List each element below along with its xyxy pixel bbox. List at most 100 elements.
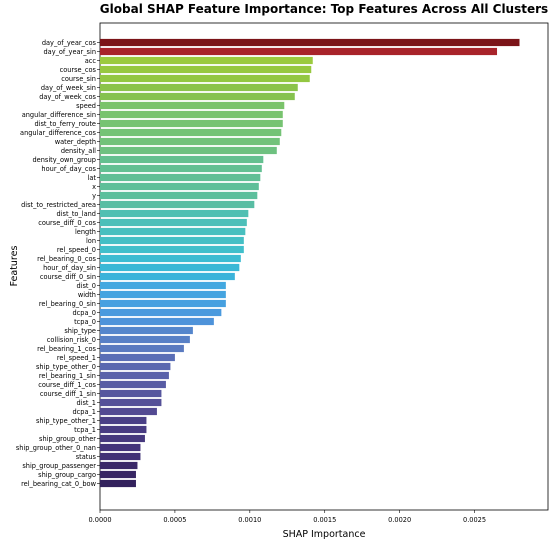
y-label-hour_of_day_cos: hour_of_day_cos: [41, 165, 96, 173]
y-label-day_of_week_cos: day_of_week_cos: [39, 93, 96, 101]
y-label-course_diff_0_sin: course_diff_0_sin: [40, 273, 96, 281]
bar-density_own_group: [100, 155, 264, 164]
bar-dist_to_restricted_area: [100, 200, 255, 209]
y-label-dist_to_land: dist_to_land: [57, 210, 97, 218]
y-label-ship_type_other_0: ship_type_other_0: [36, 363, 96, 371]
bar-rel_bearing_cat_0_bow: [100, 479, 136, 488]
y-label-status: status: [76, 453, 97, 461]
y-label-lat: lat: [88, 174, 97, 182]
bar-ship_group_passenger: [100, 461, 138, 470]
y-label-collision_risk_0: collision_risk_0: [47, 336, 96, 344]
y-label-ship_type: ship_type: [64, 327, 96, 335]
bar-rel_bearing_0_sin: [100, 299, 226, 308]
bar-acc: [100, 56, 313, 65]
bar-collision_risk_0: [100, 335, 190, 344]
y-label-ship_type_other_1: ship_type_other_1: [36, 417, 96, 425]
y-label-day_of_year_sin: day_of_year_sin: [43, 48, 96, 56]
bar-rel_bearing_1_sin: [100, 371, 169, 380]
bar-angular_difference_cos: [100, 128, 282, 137]
bar-speed: [100, 101, 285, 110]
bar-ship_type_other_0: [100, 362, 171, 371]
bar-ship_group_other_0_nan: [100, 443, 141, 452]
bar-rel_speed_1: [100, 353, 175, 362]
bar-dist_to_land: [100, 209, 249, 218]
y-label-ship_group_passenger: ship_group_passenger: [22, 462, 96, 470]
y-label-day_of_year_cos: day_of_year_cos: [42, 39, 97, 47]
x-tick-label-3: 0.0015: [313, 516, 336, 524]
bar-rel_bearing_0_cos: [100, 254, 241, 263]
bar-hour_of_day_sin: [100, 263, 240, 272]
bar-course_cos: [100, 65, 312, 74]
y-label-tcpa_1: tcpa_1: [74, 426, 96, 434]
y-label-x: x: [92, 183, 96, 191]
y-tick-labels: day_of_year_cosday_of_year_sinacccourse_…: [16, 39, 100, 488]
bar-width: [100, 290, 226, 299]
bar-dcpa_1: [100, 407, 157, 416]
bar-dist_1: [100, 398, 162, 407]
y-label-speed: speed: [76, 102, 96, 110]
y-label-course_diff_0_cos: course_diff_0_cos: [38, 219, 96, 227]
y-label-rel_bearing_0_sin: rel_bearing_0_sin: [39, 300, 96, 308]
bars-group: [100, 38, 520, 488]
y-label-ship_group_other: ship_group_other: [39, 435, 96, 443]
x-tick-label-1: 0.0005: [163, 516, 186, 524]
y-label-day_of_week_sin: day_of_week_sin: [41, 84, 96, 92]
y-label-course_cos: course_cos: [60, 66, 97, 74]
y-label-dist_1: dist_1: [76, 399, 96, 407]
bar-day_of_year_sin: [100, 47, 498, 56]
bar-course_diff_1_sin: [100, 389, 162, 398]
bar-water_depth: [100, 137, 280, 146]
y-label-dist_to_ferry_route: dist_to_ferry_route: [34, 120, 96, 128]
bar-hour_of_day_cos: [100, 164, 262, 173]
y-label-length: length: [75, 228, 96, 236]
bar-dist_0: [100, 281, 226, 290]
bar-tcpa_1: [100, 425, 147, 434]
y-label-angular_difference_cos: angular_difference_cos: [20, 129, 97, 137]
y-label-rel_bearing_0_cos: rel_bearing_0_cos: [37, 255, 96, 263]
bar-tcpa_0: [100, 317, 214, 326]
bar-status: [100, 452, 141, 461]
y-label-rel_bearing_1_sin: rel_bearing_1_sin: [39, 372, 96, 380]
bar-dist_to_ferry_route: [100, 119, 283, 128]
y-label-ship_group_other_0_nan: ship_group_other_0_nan: [16, 444, 96, 452]
x-tick-label-5: 0.0025: [463, 516, 486, 524]
x-tick-label-2: 0.0010: [238, 516, 261, 524]
y-label-dist_to_restricted_area: dist_to_restricted_area: [21, 201, 96, 209]
bar-ship_group_other: [100, 434, 145, 443]
y-label-rel_bearing_cat_0_bow: rel_bearing_cat_0_bow: [21, 480, 96, 488]
y-label-dcpa_0: dcpa_0: [72, 309, 96, 317]
bar-x: [100, 182, 259, 191]
y-label-y: y: [92, 192, 96, 200]
bar-day_of_week_sin: [100, 83, 298, 92]
x-ticks: 0.0000 0.0005 0.0010 0.0015 0.0020 0.0025: [88, 510, 486, 524]
bar-lat: [100, 173, 261, 182]
bar-rel_bearing_1_cos: [100, 344, 184, 353]
y-label-hour_of_day_sin: hour_of_day_sin: [43, 264, 96, 272]
y-axis-label: Features: [9, 246, 20, 287]
bar-ship_type: [100, 326, 193, 335]
y-label-acc: acc: [85, 57, 97, 65]
bar-ship_type_other_1: [100, 416, 147, 425]
bar-length: [100, 227, 246, 236]
bar-course_diff_0_cos: [100, 218, 247, 227]
bar-course_sin: [100, 74, 310, 83]
y-label-width: width: [78, 291, 96, 299]
y-label-rel_speed_1: rel_speed_1: [57, 354, 96, 362]
y-label-density_own_group: density_own_group: [32, 156, 96, 164]
y-label-rel_speed_0: rel_speed_0: [57, 246, 96, 254]
x-axis-label: SHAP Importance: [283, 529, 366, 540]
y-label-density_all: density_all: [61, 147, 96, 155]
y-label-course_diff_1_sin: course_diff_1_sin: [40, 390, 96, 398]
bar-density_all: [100, 146, 277, 155]
y-label-course_diff_1_cos: course_diff_1_cos: [38, 381, 96, 389]
bar-course_diff_1_cos: [100, 380, 166, 389]
y-label-dist_0: dist_0: [76, 282, 96, 290]
bar-rel_speed_0: [100, 245, 244, 254]
y-label-course_sin: course_sin: [61, 75, 96, 83]
y-label-water_depth: water_depth: [55, 138, 96, 146]
y-label-rel_bearing_1_cos: rel_bearing_1_cos: [37, 345, 96, 353]
y-label-dcpa_1: dcpa_1: [72, 408, 96, 416]
y-label-ship_group_cargo: ship_group_cargo: [38, 471, 96, 479]
chart-title: Global SHAP Feature Importance: Top Feat…: [100, 2, 548, 16]
